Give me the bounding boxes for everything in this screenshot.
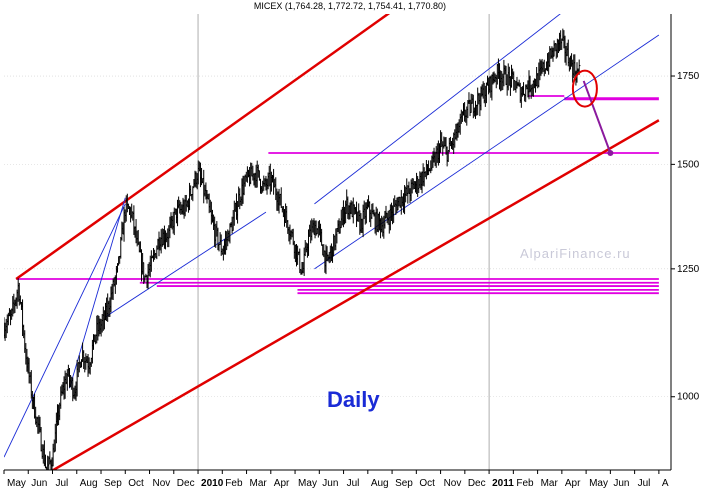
x-tick-label: Aug (371, 478, 389, 489)
y-tick-label: 1250 (677, 264, 700, 275)
x-tick-label: Oct (419, 478, 435, 489)
trendline-blue-1 (4, 203, 126, 458)
x-tick-label: Sep (104, 478, 122, 489)
trendline-red-lower (50, 119, 660, 470)
x-tick-label: 2010 (201, 478, 224, 489)
trendline-blue-5 (314, 14, 561, 205)
x-tick-label: Jun (613, 478, 629, 489)
x-tick-label: Mar (541, 478, 559, 489)
x-tick-label: May (298, 478, 317, 489)
x-tick-label: 2011 (492, 478, 514, 489)
overlay-layer (571, 69, 614, 157)
watermark: AlpariFinance.ru (520, 246, 631, 261)
projection-target-dot (607, 150, 614, 157)
y-tick-label: 1750 (677, 71, 700, 82)
trendline-blue-3 (105, 211, 267, 318)
x-tick-label: Dec (177, 478, 195, 489)
x-tick-label: Sep (395, 478, 413, 489)
x-tick-label: A (662, 478, 669, 489)
timeframe-annotation: Daily (327, 387, 380, 412)
trendline-blue-4 (314, 34, 660, 270)
x-tick-label: Feb (225, 478, 243, 489)
price-bars-layer (4, 28, 581, 470)
y-tick-label: 1500 (677, 159, 700, 170)
x-tick-label: Oct (128, 478, 144, 489)
x-tick-label: Jul (56, 478, 69, 489)
x-tick-label: Mar (250, 478, 268, 489)
x-tick-label: Jul (638, 478, 651, 489)
x-tick-label: Apr (565, 478, 581, 489)
x-tick-label: Jun (322, 478, 338, 489)
trendline-blue-2 (69, 197, 126, 389)
support-levels-layer (16, 95, 659, 295)
x-tick-label: Nov (444, 478, 462, 489)
projection-line (582, 80, 612, 154)
highlight-circle (571, 69, 598, 108)
x-tick-label: Feb (516, 478, 534, 489)
chart-title: MICEX (1,764.28, 1,772.72, 1,754.41, 1,7… (254, 1, 446, 11)
x-tick-label: Dec (468, 478, 486, 489)
x-tick-label: May (7, 478, 26, 489)
x-tick-label: Nov (153, 478, 171, 489)
trendline-red-upper (15, 14, 391, 281)
x-tick-label: May (589, 478, 608, 489)
x-tick-label: Jul (347, 478, 360, 489)
x-tick-label: Apr (274, 478, 290, 489)
x-tick-label: Aug (80, 478, 98, 489)
axes-layer: 1000 1250 1500 1750 May Jun Jul Aug Sep Oct Nov Dec… (3, 14, 700, 489)
y-tick-label: 1000 (677, 392, 700, 403)
x-tick-label: Jun (31, 478, 47, 489)
trend-lines-layer (4, 14, 660, 470)
